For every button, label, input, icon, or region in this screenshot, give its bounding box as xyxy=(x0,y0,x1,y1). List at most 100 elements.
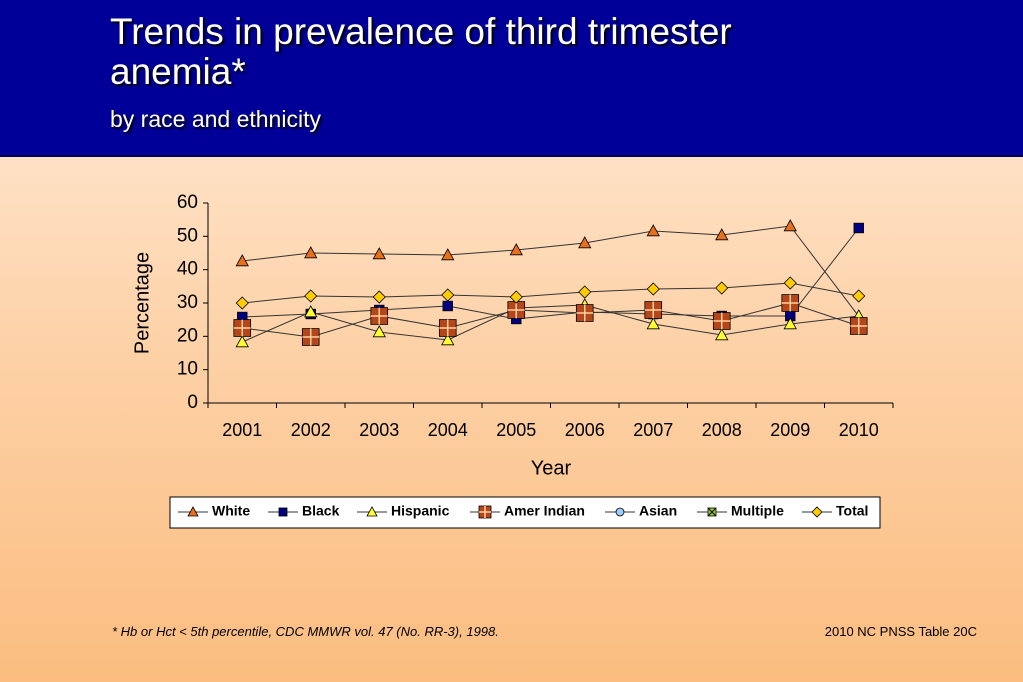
marker xyxy=(441,288,455,302)
x-tick-label: 2008 xyxy=(702,420,742,440)
legend-label: White xyxy=(212,503,250,519)
footnote: * Hb or Hct < 5th percentile, CDC MMWR v… xyxy=(112,624,499,639)
y-tick-label: 10 xyxy=(177,359,198,380)
x-tick-label: 2005 xyxy=(496,420,536,440)
marker-shape xyxy=(615,507,625,517)
marker xyxy=(715,328,729,341)
marker-cross xyxy=(781,294,799,312)
marker xyxy=(370,307,389,325)
marker xyxy=(781,294,800,312)
x-tick-label: 2007 xyxy=(633,420,673,440)
marker-shape xyxy=(852,289,866,303)
marker xyxy=(187,506,199,517)
marker-cross xyxy=(576,304,594,322)
y-tick-label: 60 xyxy=(177,192,198,213)
marker xyxy=(707,507,717,517)
y-tick-label: 20 xyxy=(177,325,198,346)
marker-cross xyxy=(370,307,388,325)
marker-shape xyxy=(783,276,797,290)
marker-shape xyxy=(646,224,660,237)
marker xyxy=(644,301,663,319)
series-line xyxy=(242,225,860,317)
marker-cross xyxy=(479,506,491,518)
marker-cross xyxy=(233,319,251,337)
marker-shape xyxy=(366,506,378,517)
marker xyxy=(304,305,318,318)
x-axis-label: Year xyxy=(531,457,572,479)
marker-shape xyxy=(441,333,455,346)
marker xyxy=(715,281,729,295)
marker-shape xyxy=(715,228,729,241)
marker xyxy=(507,301,526,319)
marker xyxy=(783,317,797,330)
marker-shape xyxy=(783,219,797,232)
marker xyxy=(372,325,386,338)
marker-shape xyxy=(235,296,249,310)
marker-shape xyxy=(187,506,199,517)
x-tick-label: 2003 xyxy=(359,420,399,440)
source-note: 2010 NC PNSS Table 20C xyxy=(824,624,977,639)
marker xyxy=(783,219,797,232)
series-line xyxy=(242,227,860,320)
marker-cross xyxy=(713,312,731,330)
x-tick-label: 2002 xyxy=(291,420,331,440)
marker-shape xyxy=(578,236,592,249)
marker xyxy=(235,254,249,267)
y-axis-label: Percentage xyxy=(131,252,153,354)
marker-shape xyxy=(235,335,249,348)
marker-shape xyxy=(304,305,318,318)
marker xyxy=(509,290,523,304)
marker-cross xyxy=(507,301,525,319)
x-tick-label: 2010 xyxy=(839,420,879,440)
marker xyxy=(441,248,455,261)
marker xyxy=(783,276,797,290)
marker-shape xyxy=(372,325,386,338)
legend-label: Amer Indian xyxy=(504,503,585,519)
marker-shape xyxy=(442,300,453,312)
legend-label: Black xyxy=(302,503,340,519)
header-band xyxy=(0,0,1023,157)
marker xyxy=(441,333,455,346)
marker-shape xyxy=(509,290,523,304)
marker xyxy=(304,246,318,259)
marker-shape xyxy=(783,317,797,330)
marker xyxy=(852,289,866,303)
marker-shape xyxy=(441,248,455,261)
marker xyxy=(615,507,625,517)
marker xyxy=(849,317,868,335)
marker xyxy=(509,243,523,256)
marker-cross xyxy=(850,317,868,335)
marker-shape xyxy=(715,281,729,295)
marker-cross xyxy=(707,507,717,517)
marker xyxy=(278,507,288,517)
marker xyxy=(304,289,318,303)
marker xyxy=(372,247,386,260)
marker-shape xyxy=(646,282,660,296)
series-line xyxy=(242,282,859,304)
marker xyxy=(715,228,729,241)
marker-shape xyxy=(304,246,318,259)
x-tick-label: 2006 xyxy=(565,420,605,440)
legend-label: Multiple xyxy=(731,503,784,519)
marker-shape xyxy=(715,328,729,341)
marker xyxy=(438,319,457,337)
marker xyxy=(578,285,592,299)
marker xyxy=(301,328,320,346)
marker-shape xyxy=(441,288,455,302)
marker-shape xyxy=(235,254,249,267)
marker xyxy=(646,317,660,330)
legend-label: Total xyxy=(836,503,868,519)
marker xyxy=(853,222,864,234)
x-tick-label: 2009 xyxy=(770,420,810,440)
marker-shape xyxy=(646,317,660,330)
chart-subtitle: by race and ethnicity xyxy=(110,106,321,132)
y-tick-label: 0 xyxy=(187,392,198,413)
x-tick-label: 2004 xyxy=(428,420,468,440)
legend-label: Hispanic xyxy=(391,503,450,519)
marker xyxy=(646,224,660,237)
marker xyxy=(646,282,660,296)
y-tick-label: 40 xyxy=(177,259,198,280)
marker-shape xyxy=(278,507,288,517)
chart-title: Trends in prevalence of third trimester … xyxy=(110,11,732,92)
